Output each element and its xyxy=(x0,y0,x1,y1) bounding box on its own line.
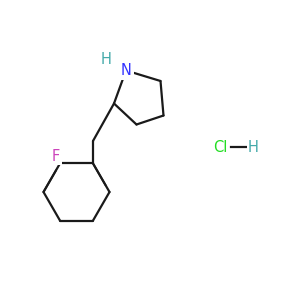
Text: H: H xyxy=(101,52,112,67)
Text: H: H xyxy=(248,140,259,154)
Text: N: N xyxy=(121,63,131,78)
Text: Cl: Cl xyxy=(213,140,228,154)
Text: F: F xyxy=(52,148,60,164)
